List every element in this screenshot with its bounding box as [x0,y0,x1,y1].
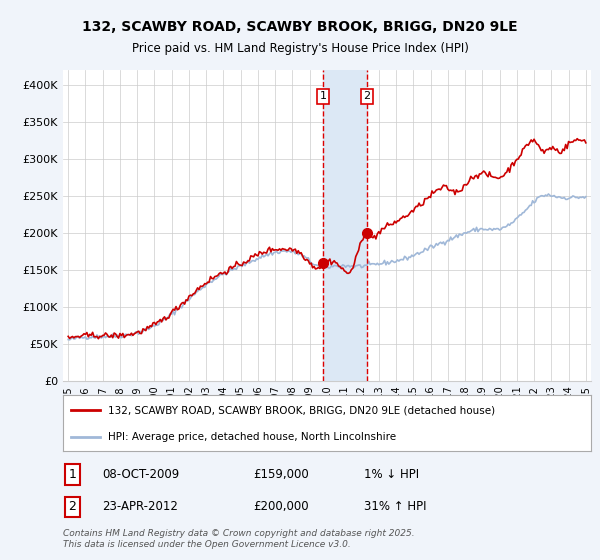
Text: £200,000: £200,000 [253,500,309,514]
Text: Contains HM Land Registry data © Crown copyright and database right 2025.
This d: Contains HM Land Registry data © Crown c… [63,529,415,549]
Bar [323,70,367,381]
Text: 132, SCAWBY ROAD, SCAWBY BROOK, BRIGG, DN20 9LE (detached house): 132, SCAWBY ROAD, SCAWBY BROOK, BRIGG, D… [108,405,495,416]
Text: 23-APR-2012: 23-APR-2012 [103,500,178,514]
Text: 1: 1 [320,91,326,101]
Text: 08-OCT-2009: 08-OCT-2009 [103,468,180,481]
Text: 1% ↓ HPI: 1% ↓ HPI [364,468,419,481]
Text: 31% ↑ HPI: 31% ↑ HPI [364,500,427,514]
Text: HPI: Average price, detached house, North Lincolnshire: HPI: Average price, detached house, Nort… [108,432,396,442]
Text: 2: 2 [68,500,76,514]
Text: Price paid vs. HM Land Registry's House Price Index (HPI): Price paid vs. HM Land Registry's House … [131,42,469,55]
Text: £159,000: £159,000 [253,468,309,481]
Text: 2: 2 [363,91,370,101]
Text: 1: 1 [68,468,76,481]
Text: 132, SCAWBY ROAD, SCAWBY BROOK, BRIGG, DN20 9LE: 132, SCAWBY ROAD, SCAWBY BROOK, BRIGG, D… [82,20,518,34]
